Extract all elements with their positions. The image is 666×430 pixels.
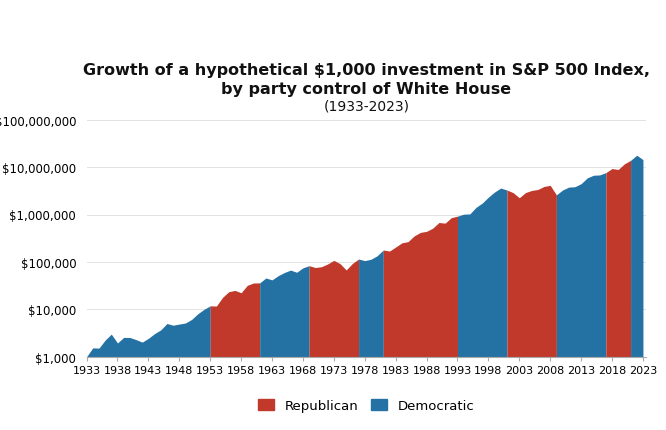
Text: Growth of a hypothetical $1,000 investment in S&P 500 Index,: Growth of a hypothetical $1,000 investme… — [83, 63, 650, 78]
Legend: Republican, Democratic: Republican, Democratic — [253, 394, 480, 418]
Text: by party control of White House: by party control of White House — [221, 82, 511, 97]
Text: (1933-2023): (1933-2023) — [323, 99, 410, 114]
